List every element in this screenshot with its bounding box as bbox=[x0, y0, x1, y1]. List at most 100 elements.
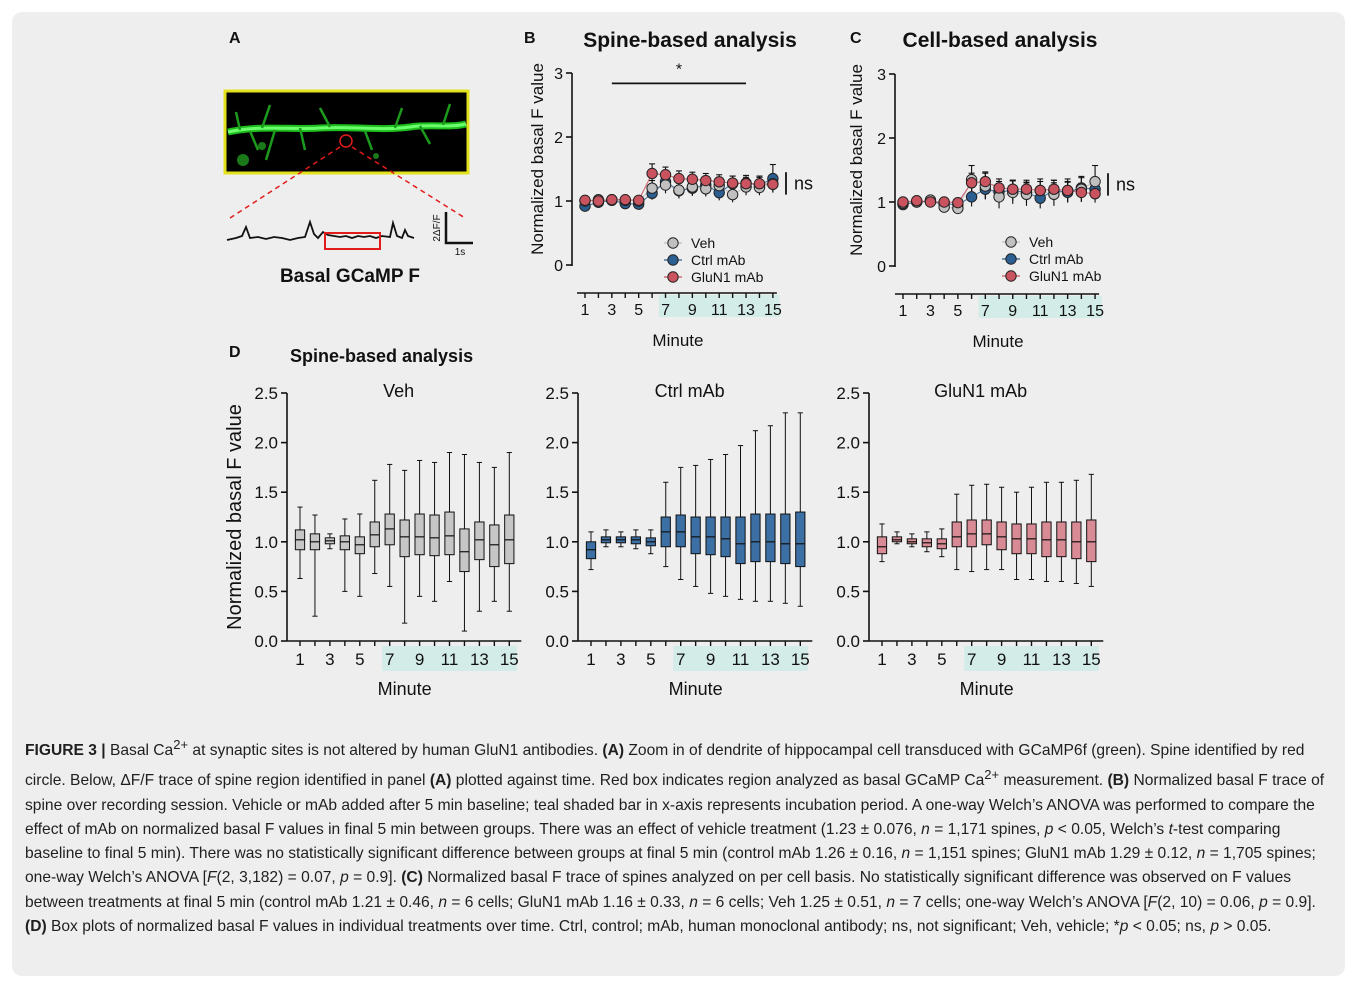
panel-d-letter: D bbox=[229, 344, 241, 361]
box bbox=[474, 521, 485, 561]
y-tick-label: 2 bbox=[554, 130, 563, 147]
legend-label: GluN1 mAb bbox=[1029, 268, 1102, 284]
x-tick-label: 7 bbox=[967, 650, 976, 669]
x-tick-label: 5 bbox=[634, 302, 643, 319]
data-point bbox=[938, 196, 950, 208]
caption-italic: n bbox=[901, 845, 911, 863]
x-tick-label: 5 bbox=[953, 303, 962, 320]
x-tick-label: 5 bbox=[355, 650, 364, 669]
box bbox=[489, 524, 500, 568]
y-tick-label: 0.0 bbox=[545, 632, 569, 651]
y-tick-label: 3 bbox=[877, 67, 886, 84]
y-tick-label: 1.0 bbox=[545, 533, 569, 552]
y-tick-label: 0.5 bbox=[545, 582, 569, 601]
x-tick-label: 9 bbox=[1008, 303, 1017, 320]
data-point bbox=[1007, 183, 1019, 195]
x-tick-label: 7 bbox=[981, 303, 990, 320]
svg-text:1s: 1s bbox=[455, 247, 466, 258]
y-tick-label: 0.0 bbox=[836, 632, 860, 651]
caption-a-ref: (A) bbox=[429, 772, 452, 790]
x-tick-label: 5 bbox=[646, 650, 655, 669]
y-tick-label: 0 bbox=[877, 259, 886, 276]
x-tick-label: 13 bbox=[761, 650, 780, 669]
y-tick-label: 2.5 bbox=[836, 384, 860, 403]
data-point bbox=[646, 182, 658, 194]
data-point bbox=[979, 175, 992, 188]
x-tick-label: 15 bbox=[791, 650, 810, 669]
data-point bbox=[659, 169, 672, 181]
x-tick-label: 13 bbox=[737, 302, 755, 319]
data-point bbox=[686, 173, 699, 185]
x-tick-label: 11 bbox=[1032, 303, 1049, 320]
caption-text: = 6 cells; GluN1 mAb 1.16 ± 0.33, bbox=[447, 893, 690, 911]
box bbox=[795, 511, 806, 568]
x-tick-label: 5 bbox=[937, 650, 946, 669]
box bbox=[765, 513, 776, 563]
caption-text: Basal Ca bbox=[105, 742, 174, 760]
caption-d-label: (D) bbox=[25, 917, 47, 935]
legend-label: Veh bbox=[1029, 234, 1053, 250]
legend-label: Ctrl mAb bbox=[1029, 251, 1084, 267]
x-tick-label: 13 bbox=[470, 650, 489, 669]
data-point bbox=[1034, 184, 1046, 197]
y-axis-label: Normalized basal F value bbox=[847, 64, 866, 256]
data-point bbox=[726, 188, 739, 201]
box bbox=[339, 535, 350, 551]
x-tick-label: 1 bbox=[899, 303, 908, 320]
x-axis-label: Minute bbox=[973, 332, 1024, 351]
spine-circle bbox=[339, 134, 353, 148]
x-axis-label: Minute bbox=[669, 679, 723, 699]
data-point bbox=[1089, 175, 1101, 188]
y-tick-label: 1.5 bbox=[545, 483, 569, 502]
x-tick-label: 13 bbox=[1059, 303, 1077, 320]
incubation-band bbox=[673, 646, 808, 671]
data-point bbox=[579, 194, 591, 207]
x-tick-label: 11 bbox=[711, 302, 728, 319]
caption-text: Normalized basal F trace of spines analy… bbox=[25, 869, 1292, 911]
caption-italic: n bbox=[1196, 845, 1206, 863]
ns-label: ns bbox=[1116, 175, 1135, 195]
data-point bbox=[726, 177, 739, 189]
x-tick-label: 1 bbox=[295, 650, 304, 669]
caption-italic: n bbox=[689, 893, 698, 911]
data-point bbox=[632, 194, 645, 207]
caption-text: Box plots of normalized basal F values i… bbox=[46, 917, 1120, 935]
legend-marker bbox=[1005, 253, 1017, 265]
y-tick-label: 3 bbox=[554, 66, 563, 83]
panel-c-title: Cell-based analysis bbox=[903, 29, 1098, 52]
data-point bbox=[673, 172, 685, 185]
data-point bbox=[659, 179, 672, 191]
data-point bbox=[619, 194, 631, 206]
incubation-band bbox=[382, 646, 517, 671]
caption-fig-label: FIGURE 3 | bbox=[25, 742, 106, 760]
ns-label: ns bbox=[794, 174, 813, 194]
data-point bbox=[606, 194, 618, 206]
x-axis-label: Minute bbox=[652, 331, 703, 350]
data-point bbox=[673, 184, 685, 196]
data-point bbox=[965, 177, 978, 189]
data-point bbox=[592, 195, 605, 207]
chart-box-glun1: 0.00.51.01.52.02.51 3 5 7 9 11 13 15MinuteGluN1… bbox=[836, 381, 1104, 699]
y-tick-label: 2 bbox=[877, 131, 886, 148]
box bbox=[780, 513, 791, 565]
svg-text:2ΔF/F: 2ΔF/F bbox=[432, 214, 443, 241]
box bbox=[429, 514, 440, 557]
y-tick-label: 1.5 bbox=[254, 483, 278, 502]
data-point bbox=[740, 178, 752, 190]
y-tick-label: 2.5 bbox=[545, 384, 569, 403]
legend-label: GluN1 mAb bbox=[691, 269, 764, 285]
x-tick-label: 9 bbox=[688, 302, 697, 319]
caption-italic: p bbox=[1210, 917, 1219, 935]
x-tick-label: 3 bbox=[926, 303, 935, 320]
caption-text: (2, 3,182) = 0.07, bbox=[216, 869, 341, 887]
caption-italic: F bbox=[207, 869, 217, 887]
legend-marker bbox=[667, 237, 679, 249]
caption-a-label: (A) bbox=[602, 742, 625, 760]
x-tick-label: 11 bbox=[1023, 650, 1041, 669]
y-tick-label: 0 bbox=[554, 258, 563, 275]
x-tick-label: 15 bbox=[1082, 650, 1101, 669]
x-tick-label: 9 bbox=[997, 650, 1006, 669]
x-tick-label: 3 bbox=[907, 650, 916, 669]
legend-label: Ctrl mAb bbox=[691, 252, 746, 268]
